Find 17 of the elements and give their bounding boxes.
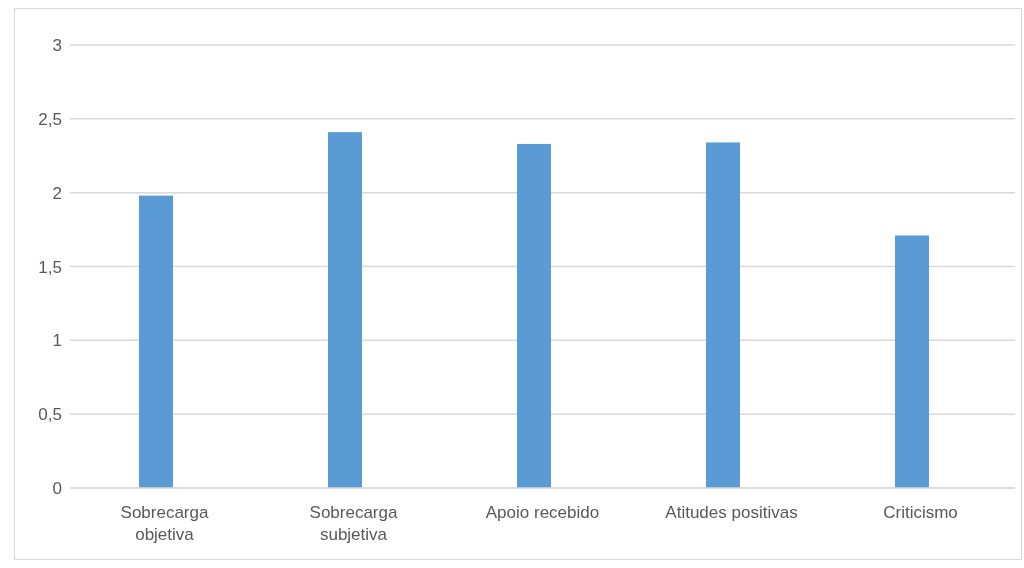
bar [138,195,173,488]
x-tick-label: Sobrecarga objetiva [120,503,209,544]
y-tick-label: 2,5 [38,109,62,129]
y-tick-label: 1,5 [38,257,62,277]
bar [705,142,740,488]
y-tick-label: 3 [52,36,62,56]
x-tick-label: Sobrecarga subjetiva [309,503,398,544]
y-tick-label: 0 [52,479,62,499]
x-tick-label: Atitudes positivas [665,503,798,522]
x-tick-label: Criticismo [883,503,958,522]
bar [327,132,362,488]
y-tick-label: 0,5 [38,405,62,425]
bar [516,143,551,488]
x-tick-label: Apoio recebido [485,503,600,522]
y-tick-label: 2 [52,183,62,203]
bar [894,235,929,488]
y-tick-label: 1 [52,331,62,351]
